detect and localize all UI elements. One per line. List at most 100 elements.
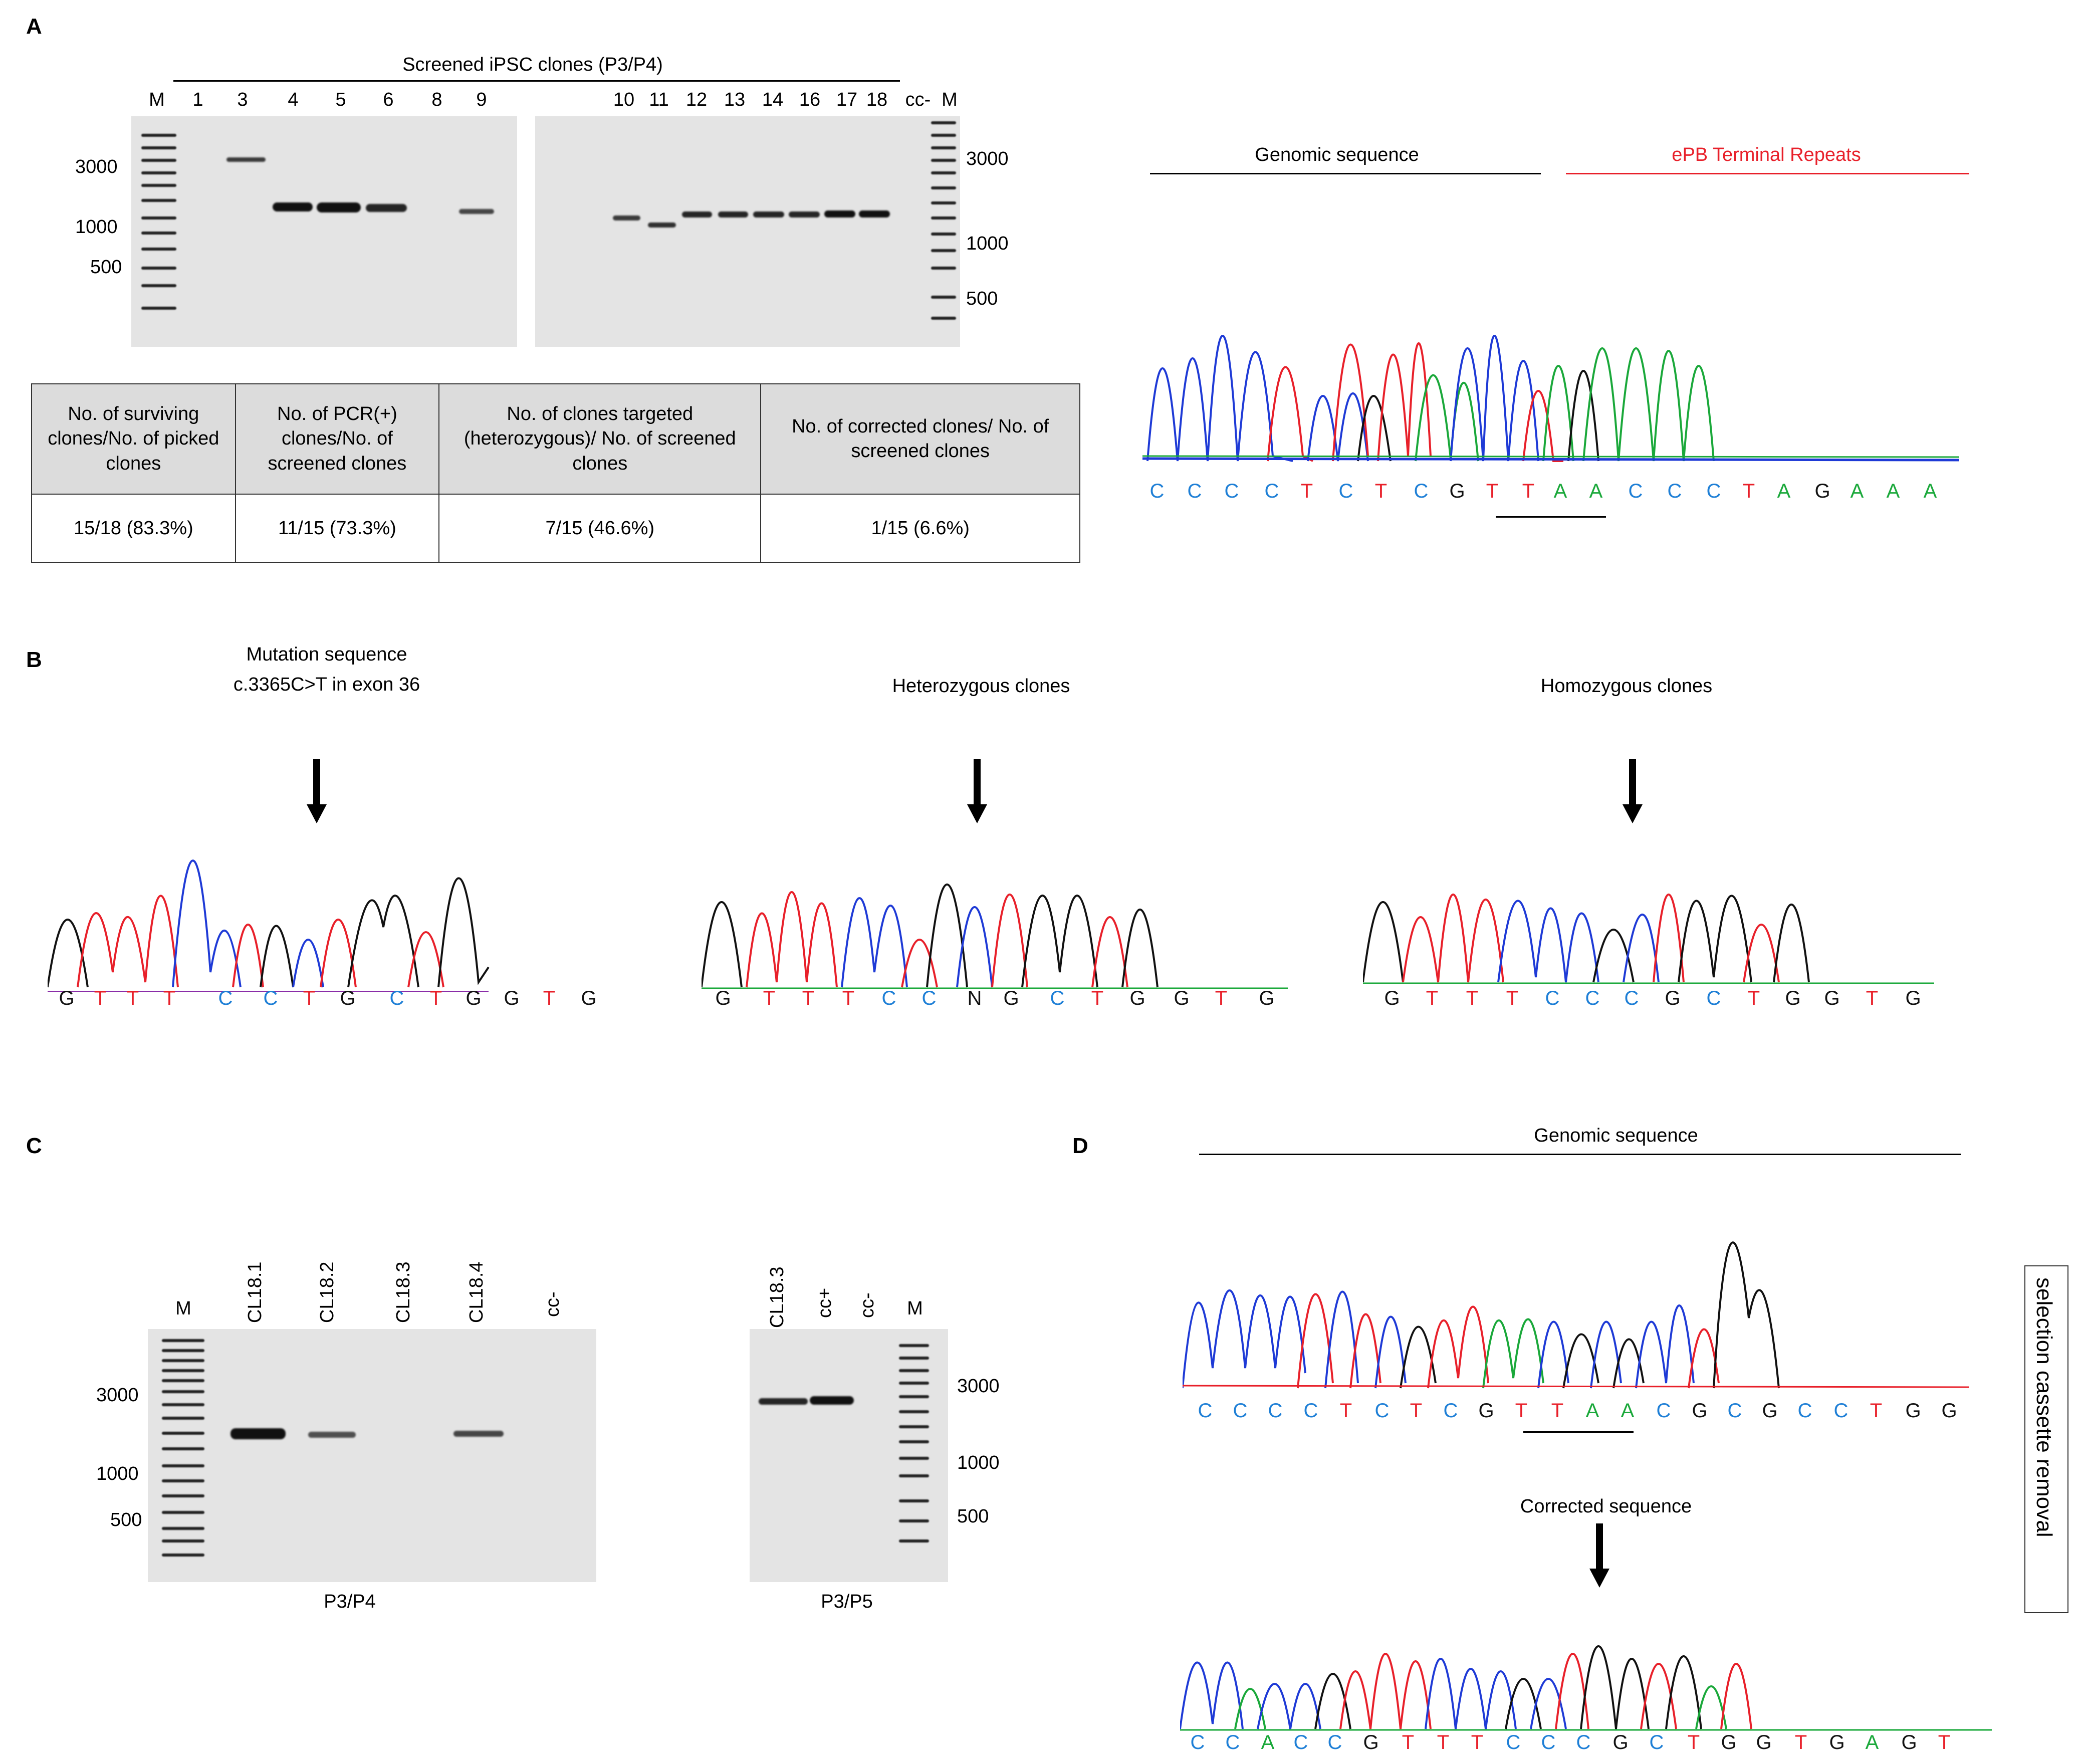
base: G (1824, 987, 1840, 1009)
marker-label: 3000 (96, 1385, 139, 1406)
lane-label: 6 (383, 89, 394, 110)
lane-label: 3 (237, 89, 248, 110)
lane-label: 12 (685, 89, 708, 110)
base: T (763, 987, 776, 1009)
lane-label: cc- (905, 89, 931, 110)
base: C (1264, 480, 1279, 502)
chromatogram-a (1142, 335, 1959, 462)
table-cell: 15/18 (83.3%) (31, 494, 236, 563)
base: G (1814, 480, 1830, 502)
lane-label: CL18.2 (317, 1261, 338, 1323)
base: C (1706, 480, 1721, 502)
chromatogram-d-genomic (1183, 1241, 1969, 1389)
base: C (1545, 987, 1560, 1009)
gel-a-title-rule (173, 80, 900, 82)
base: T (1402, 1731, 1415, 1753)
base: T (1437, 1731, 1450, 1753)
base: C (1374, 1400, 1390, 1422)
base: G (1941, 1400, 1957, 1422)
lane-label: cc+ (814, 1287, 835, 1318)
table-header: No. of PCR(+) clones/No. of screened clo… (235, 383, 440, 495)
lane-label: 13 (724, 89, 746, 110)
base: C (1706, 987, 1721, 1009)
base: A (1585, 1400, 1599, 1422)
base: G (1785, 987, 1801, 1009)
base: T (429, 987, 442, 1009)
base: G (1129, 987, 1145, 1009)
marker-label: 1000 (96, 1463, 139, 1484)
base: G (340, 987, 356, 1009)
table-cell: 11/15 (73.3%) (235, 494, 440, 563)
lane-label: CL18.1 (245, 1261, 266, 1323)
base: C (1624, 987, 1639, 1009)
lane-label: 18 (866, 89, 888, 110)
base: C (218, 987, 233, 1009)
base: C (263, 987, 278, 1009)
base: T (1794, 1731, 1807, 1753)
base: T (1426, 987, 1439, 1009)
down-arrow-icon (307, 759, 327, 823)
base: G (1478, 1400, 1494, 1422)
panel-b-letter: B (26, 647, 42, 672)
base: T (1551, 1400, 1564, 1422)
down-arrow-icon (1589, 1523, 1609, 1588)
base: G (466, 987, 482, 1009)
base: C (881, 987, 896, 1009)
base: C (1149, 480, 1165, 502)
base: G (1692, 1400, 1708, 1422)
base: C (1649, 1731, 1664, 1753)
lane-label: M (175, 1298, 191, 1319)
base: C (389, 987, 404, 1009)
base: C (1190, 1731, 1205, 1753)
base: G (1363, 1731, 1379, 1753)
panel-a-letter: A (26, 14, 42, 39)
base: G (1721, 1731, 1737, 1753)
homozygous-title: Homozygous clones (1540, 676, 1713, 697)
base: A (1777, 480, 1791, 502)
lane-label: 14 (762, 89, 784, 110)
base: C (1667, 480, 1682, 502)
base: T (1215, 987, 1228, 1009)
base: C (1225, 1731, 1240, 1753)
base: A (1261, 1731, 1275, 1753)
base: G (1756, 1731, 1772, 1753)
chromatogram-b-homozygous (1363, 894, 1934, 984)
table-cell: 7/15 (46.6%) (438, 494, 762, 563)
base: C (1338, 480, 1353, 502)
marker-label: 3000 (75, 156, 118, 177)
base: T (1091, 987, 1104, 1009)
gel-caption: P3/P4 (324, 1591, 376, 1612)
base: A (1886, 480, 1900, 502)
base: G (1905, 987, 1921, 1009)
base: T (1870, 1400, 1883, 1422)
base: T (1687, 1731, 1700, 1753)
base: C (1833, 1400, 1848, 1422)
base: A (1850, 480, 1864, 502)
base: C (1198, 1400, 1213, 1422)
base: C (1585, 987, 1600, 1009)
chromatogram-d-corrected (1180, 1645, 1992, 1731)
lane-label: 1 (192, 89, 203, 110)
clone-stats-table: No. of surviving clones/No. of picked cl… (31, 383, 1080, 563)
lane-label: CL18.4 (466, 1261, 487, 1323)
marker-label: 1000 (75, 216, 118, 238)
base: C (1293, 1731, 1308, 1753)
epb-terminal-repeats-label: ePB Terminal Repeats (1672, 144, 1861, 165)
base: A (1865, 1731, 1879, 1753)
base: T (1339, 1400, 1352, 1422)
selection-cassette-box: selection cassette removal (2024, 1265, 2068, 1613)
base: G (1174, 987, 1190, 1009)
marker-label: 1000 (957, 1452, 1000, 1473)
corrected-sequence-label: Corrected sequence (1520, 1496, 1692, 1517)
gel-a-title: Screened iPSC clones (P3/P4) (402, 54, 663, 75)
base: G (1449, 480, 1465, 502)
base: C (1327, 1731, 1342, 1753)
base: C (1443, 1400, 1458, 1422)
base: C (1224, 480, 1239, 502)
heterozygous-title: Heterozygous clones (892, 676, 1070, 697)
base: G (715, 987, 731, 1009)
base: T (543, 987, 556, 1009)
ttaa-underline (1496, 516, 1606, 518)
table-header: No. of surviving clones/No. of picked cl… (31, 383, 236, 495)
marker-label: 3000 (957, 1376, 1000, 1397)
